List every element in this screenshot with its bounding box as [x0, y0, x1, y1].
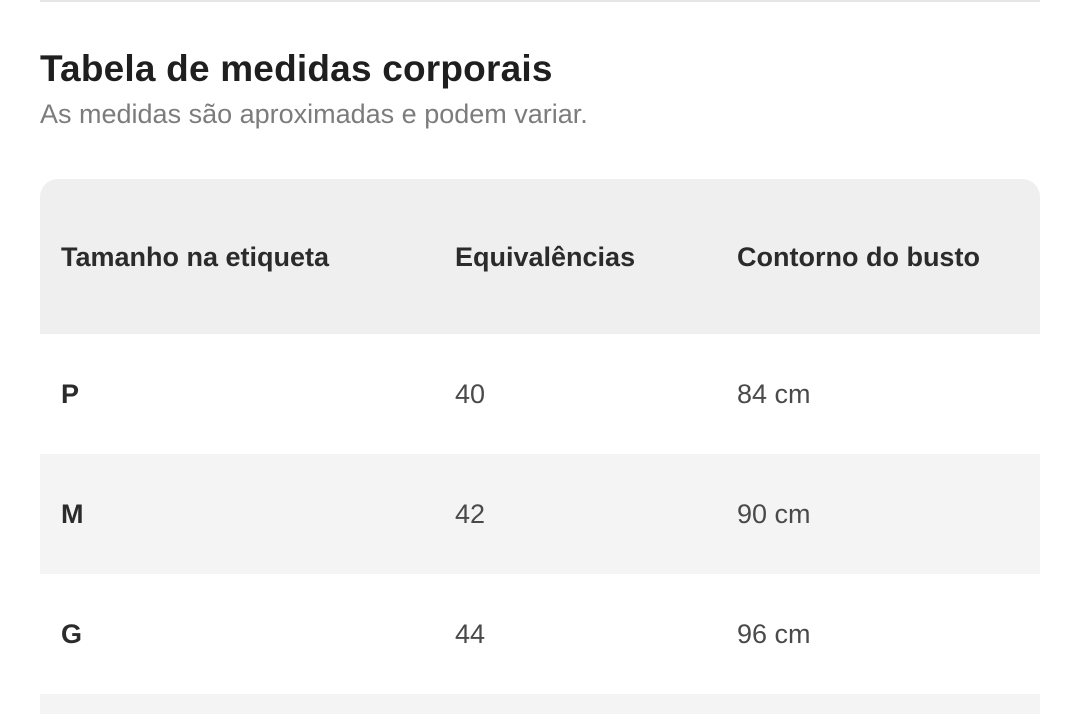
column-header-size: Tamanho na etiqueta — [61, 241, 330, 272]
equivalence-cell: 42 — [455, 499, 486, 529]
table-row: G 44 96 cm — [40, 574, 1040, 694]
size-cell: P — [61, 379, 80, 409]
size-chart-header: Tabela de medidas corporais As medidas s… — [40, 48, 1040, 130]
table-row: P 40 84 cm — [40, 334, 1040, 454]
equivalence-cell: 40 — [455, 379, 486, 409]
size-table: Tamanho na etiqueta Equivalências Contor… — [40, 179, 1040, 714]
table-row-partial — [40, 694, 1040, 714]
top-divider — [40, 0, 1040, 2]
column-header-equivalence: Equivalências — [455, 241, 636, 272]
page-subtitle: As medidas são aproximadas e podem varia… — [40, 99, 588, 129]
bust-cell: 90 cm — [737, 499, 811, 529]
size-cell: G — [61, 619, 83, 649]
equivalence-cell: 44 — [455, 619, 486, 649]
size-cell: M — [61, 499, 84, 529]
column-header-bust: Contorno do busto — [737, 241, 980, 272]
page-title: Tabela de medidas corporais — [40, 48, 553, 89]
table-header-row: Tamanho na etiqueta Equivalências Contor… — [40, 179, 1040, 334]
bust-cell: 84 cm — [737, 379, 811, 409]
table-row: M 42 90 cm — [40, 454, 1040, 574]
bust-cell: 96 cm — [737, 619, 811, 649]
